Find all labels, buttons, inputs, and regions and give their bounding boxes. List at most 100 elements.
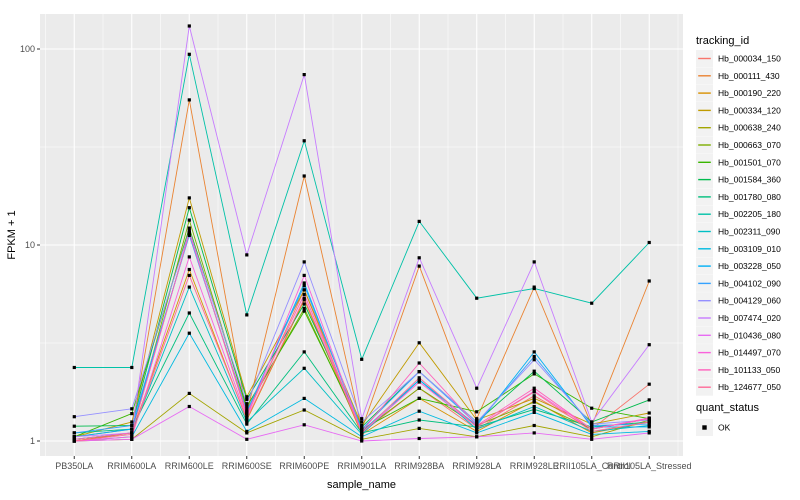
data-point xyxy=(72,435,76,439)
data-point xyxy=(417,341,421,345)
data-point xyxy=(187,267,191,272)
legend-item-Hb_000334_120: Hb_000334_120 xyxy=(696,101,781,119)
data-point xyxy=(187,273,191,277)
data-point xyxy=(302,139,306,143)
data-point xyxy=(647,420,651,424)
data-point xyxy=(417,396,421,400)
x-axis-title: sample_name xyxy=(327,479,396,491)
data-point xyxy=(245,412,249,416)
legend-item-Hb_010436_080: Hb_010436_080 xyxy=(696,326,781,344)
data-point xyxy=(360,427,364,431)
data-point xyxy=(302,174,306,178)
legend-item-label: Hb_001501_070 xyxy=(718,157,781,167)
data-point xyxy=(130,427,134,431)
data-point xyxy=(590,420,594,424)
legend-item-Hb_007474_020: Hb_007474_020 xyxy=(696,309,781,327)
data-point xyxy=(647,240,651,245)
data-point xyxy=(360,431,364,435)
data-point xyxy=(475,420,479,424)
legend-item-label: Hb_000034_150 xyxy=(718,54,781,64)
data-point xyxy=(475,427,479,431)
data-point xyxy=(302,284,306,288)
data-point xyxy=(302,273,306,277)
data-point xyxy=(475,435,479,439)
legend-item-Hb_000111_430: Hb_000111_430 xyxy=(696,67,780,85)
axis-tick-labels: PB350LA RRIM600LA RRIM600LE RRIM600SE RRIM60… xyxy=(20,44,692,471)
legend-item-Hb_002311_090: Hb_002311_090 xyxy=(696,223,781,240)
data-point xyxy=(532,369,536,373)
data-point xyxy=(360,425,364,429)
data-point xyxy=(647,425,651,429)
data-point xyxy=(417,378,421,382)
legend-item-label: Hb_004129_060 xyxy=(718,296,781,306)
data-point xyxy=(532,410,536,414)
data-point xyxy=(187,218,191,222)
data-point xyxy=(360,439,364,443)
data-point xyxy=(590,432,594,436)
data-point xyxy=(130,432,134,436)
data-point xyxy=(187,285,191,289)
legend-item-Hb_000190_220: Hb_000190_220 xyxy=(696,84,781,102)
data-point xyxy=(532,396,536,400)
legend-item-label: Hb_000638_240 xyxy=(718,123,781,133)
data-point xyxy=(245,422,249,426)
data-point xyxy=(245,417,249,421)
y-tick-label: 10 xyxy=(25,240,35,250)
data-point xyxy=(302,423,306,427)
data-point xyxy=(417,386,421,390)
data-point xyxy=(130,435,134,439)
data-point xyxy=(475,410,479,414)
legend-tracking-id: tracking_id Hb_000034_150 Hb_000111_430 Hb_… xyxy=(696,35,781,396)
data-point xyxy=(187,229,191,233)
data-point xyxy=(475,386,479,390)
legend-item-Hb_001584_360: Hb_001584_360 xyxy=(696,171,781,189)
legend-item-label: Hb_002205_180 xyxy=(718,209,781,219)
legend-item-label: OK xyxy=(718,423,731,433)
x-tick-label: RRIM928LA xyxy=(452,461,501,471)
data-point xyxy=(245,413,249,418)
data-point xyxy=(302,260,306,264)
data-point xyxy=(590,406,594,410)
data-point xyxy=(302,73,306,77)
data-point xyxy=(532,423,536,428)
data-point xyxy=(302,281,306,285)
data-point xyxy=(245,429,249,433)
legend-item-ok: OK xyxy=(696,419,731,436)
legend-key-square xyxy=(702,425,707,430)
data-point xyxy=(302,292,306,296)
data-point xyxy=(72,437,76,441)
series-points xyxy=(72,24,651,443)
legend-item-Hb_000638_240: Hb_000638_240 xyxy=(696,119,781,137)
data-point xyxy=(245,407,249,411)
data-point xyxy=(417,418,421,422)
data-point xyxy=(302,288,306,292)
legend-item-label: Hb_000334_120 xyxy=(718,105,781,115)
data-point xyxy=(417,409,421,413)
y-axis-title: FPKM + 1 xyxy=(6,210,18,259)
data-point xyxy=(187,331,191,335)
data-point xyxy=(130,423,134,428)
data-point xyxy=(417,436,421,441)
x-tick-label: RRIM901LA xyxy=(337,461,386,471)
data-point xyxy=(302,306,306,310)
data-point xyxy=(72,431,76,435)
data-point xyxy=(532,354,536,359)
data-point xyxy=(647,343,651,347)
gridlines xyxy=(40,14,683,456)
legend-item-Hb_001501_070: Hb_001501_070 xyxy=(696,153,781,171)
data-point xyxy=(245,409,249,413)
legend-item-label: Hb_001780_080 xyxy=(718,192,781,202)
data-point xyxy=(360,435,364,439)
data-point xyxy=(532,394,536,398)
data-point xyxy=(417,256,421,260)
data-point xyxy=(245,402,249,406)
data-point xyxy=(245,437,249,441)
data-point xyxy=(532,372,536,376)
data-point xyxy=(302,296,306,300)
legend-item-label: Hb_124677_050 xyxy=(718,382,781,392)
x-tick-label: RRIM928LE xyxy=(510,461,559,471)
legend-title-quant-status: quant_status xyxy=(696,402,759,414)
data-point xyxy=(187,233,191,237)
legend-item-Hb_101133_050: Hb_101133_050 xyxy=(696,361,781,379)
data-point xyxy=(647,416,651,420)
